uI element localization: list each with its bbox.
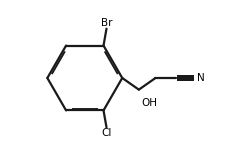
Text: Cl: Cl xyxy=(101,128,111,138)
Text: OH: OH xyxy=(141,98,157,108)
Text: Br: Br xyxy=(100,18,112,28)
Text: N: N xyxy=(196,73,204,83)
